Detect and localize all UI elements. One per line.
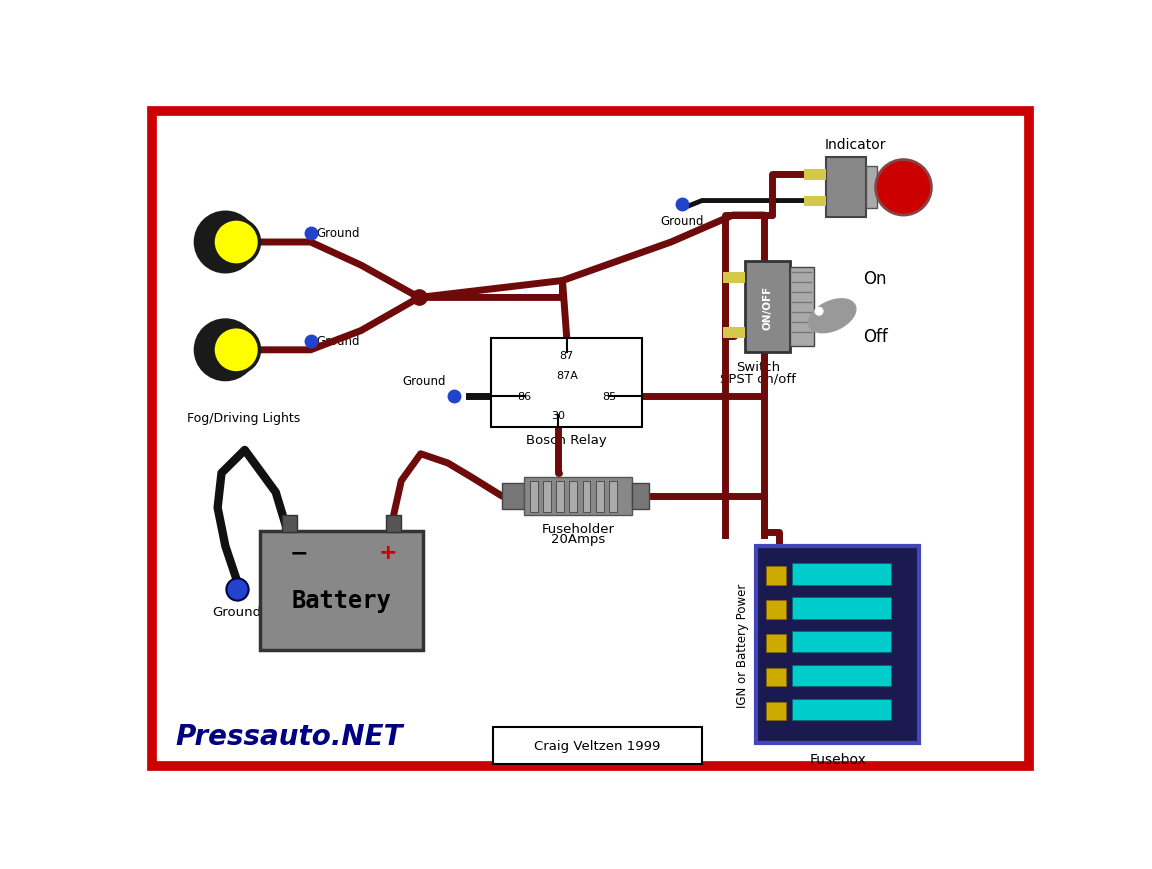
FancyBboxPatch shape — [491, 339, 643, 428]
FancyBboxPatch shape — [524, 477, 632, 516]
FancyBboxPatch shape — [791, 665, 892, 687]
FancyBboxPatch shape — [766, 600, 786, 619]
Circle shape — [195, 212, 257, 274]
Ellipse shape — [809, 300, 856, 334]
Text: Fusebox: Fusebox — [809, 752, 866, 766]
FancyBboxPatch shape — [766, 634, 786, 653]
FancyBboxPatch shape — [866, 167, 877, 209]
FancyBboxPatch shape — [791, 631, 892, 653]
Text: 87: 87 — [560, 351, 574, 361]
Text: Bosch Relay: Bosch Relay — [526, 434, 607, 447]
FancyBboxPatch shape — [632, 483, 650, 509]
Text: SPST on/off: SPST on/off — [720, 372, 796, 385]
FancyBboxPatch shape — [282, 516, 297, 533]
Text: Ground: Ground — [403, 375, 446, 388]
Text: Ground: Ground — [212, 606, 262, 619]
FancyBboxPatch shape — [609, 481, 616, 512]
Text: 30: 30 — [551, 411, 564, 421]
FancyBboxPatch shape — [791, 699, 892, 720]
Text: 87A: 87A — [555, 371, 577, 381]
FancyBboxPatch shape — [493, 727, 702, 764]
Text: 86: 86 — [517, 392, 531, 401]
FancyBboxPatch shape — [530, 481, 538, 512]
Text: −: − — [289, 542, 309, 562]
Text: IGN or Battery Power: IGN or Battery Power — [736, 582, 749, 706]
FancyBboxPatch shape — [502, 483, 524, 509]
Text: +: + — [379, 542, 397, 562]
Text: Ground: Ground — [660, 216, 704, 229]
Circle shape — [816, 308, 823, 315]
Text: Ground: Ground — [317, 335, 361, 348]
Text: Switch: Switch — [736, 361, 780, 374]
FancyBboxPatch shape — [744, 262, 789, 353]
FancyBboxPatch shape — [543, 481, 551, 512]
Text: Ground: Ground — [317, 227, 361, 240]
FancyBboxPatch shape — [596, 481, 604, 512]
FancyBboxPatch shape — [766, 702, 786, 720]
Text: Battery: Battery — [291, 588, 392, 613]
FancyBboxPatch shape — [756, 547, 919, 743]
FancyBboxPatch shape — [826, 158, 866, 218]
FancyBboxPatch shape — [804, 170, 826, 180]
Text: Fog/Driving Lights: Fog/Driving Lights — [187, 412, 300, 425]
Text: Off: Off — [863, 328, 888, 345]
Text: Craig Veltzen 1999: Craig Veltzen 1999 — [535, 740, 660, 753]
FancyBboxPatch shape — [569, 481, 577, 512]
FancyBboxPatch shape — [804, 196, 826, 207]
Circle shape — [213, 220, 259, 266]
Text: Pressauto.NET: Pressauto.NET — [175, 722, 402, 750]
FancyBboxPatch shape — [766, 668, 786, 687]
Text: 85: 85 — [602, 392, 616, 401]
FancyBboxPatch shape — [789, 269, 814, 347]
FancyBboxPatch shape — [766, 567, 786, 585]
FancyBboxPatch shape — [791, 597, 892, 619]
Text: ON/OFF: ON/OFF — [763, 285, 772, 329]
Circle shape — [213, 328, 259, 374]
FancyBboxPatch shape — [556, 481, 564, 512]
Text: Fuseholder: Fuseholder — [541, 522, 614, 535]
Text: Indicator: Indicator — [825, 138, 886, 152]
FancyBboxPatch shape — [583, 481, 590, 512]
Circle shape — [876, 161, 932, 216]
FancyBboxPatch shape — [723, 273, 744, 283]
FancyBboxPatch shape — [386, 516, 401, 533]
Circle shape — [195, 320, 257, 381]
FancyBboxPatch shape — [791, 563, 892, 585]
FancyBboxPatch shape — [723, 328, 744, 338]
Text: On: On — [863, 269, 887, 288]
FancyBboxPatch shape — [260, 531, 423, 650]
Text: 20Amps: 20Amps — [551, 533, 605, 546]
